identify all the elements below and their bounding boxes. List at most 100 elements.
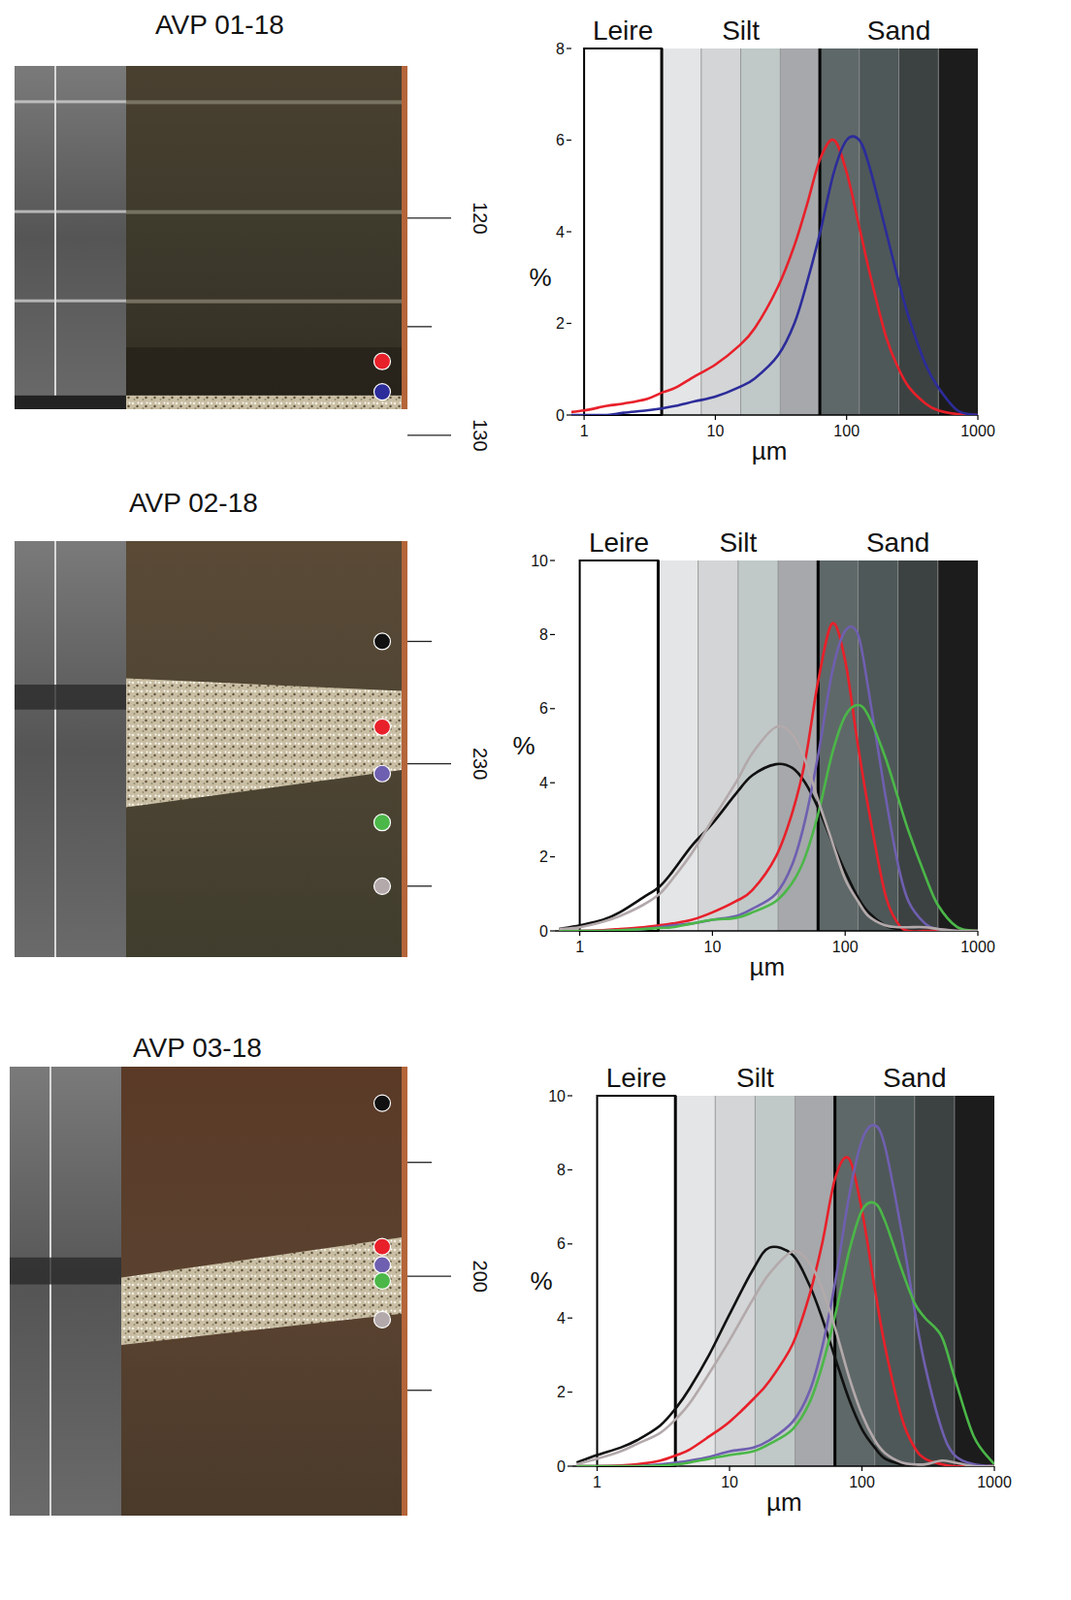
size-class-boundary <box>817 560 819 932</box>
distribution-curve <box>558 726 978 932</box>
size-class-label: Leire <box>592 15 653 46</box>
core-image <box>14 541 408 958</box>
size-class-band <box>584 48 662 416</box>
panel-title: AVP 03-18 <box>132 1033 262 1064</box>
x-tick <box>579 931 581 937</box>
depth-label: 230 <box>469 747 491 780</box>
y-tick-label: 6 <box>555 131 565 149</box>
distribution-curve <box>571 139 978 416</box>
size-class-band <box>898 560 939 932</box>
y-tick-label: 8 <box>555 40 565 58</box>
size-class-band <box>597 1096 677 1467</box>
sample-dot <box>374 1272 391 1290</box>
x-tick-label: 10 <box>703 939 721 956</box>
y-tick <box>550 634 555 636</box>
size-class-boundary <box>913 1096 915 1467</box>
xray-base <box>14 395 127 410</box>
size-group-boundary <box>656 560 660 932</box>
size-class-band <box>714 1096 755 1467</box>
y-tick <box>566 414 572 416</box>
xray-lamina <box>14 99 127 103</box>
depth-tick <box>407 434 452 436</box>
figure: AVP 01-18120130LeireSiltSand024681101001… <box>0 0 1071 1600</box>
y-tick-label: 2 <box>539 848 549 866</box>
x-tick-label: 1 <box>592 1474 602 1492</box>
sample-dot <box>374 814 391 832</box>
y-tick <box>566 323 572 325</box>
core-edge <box>401 541 408 958</box>
y-tick <box>550 856 555 858</box>
y-tick <box>550 559 555 561</box>
size-class-boundary <box>740 48 742 416</box>
size-class-band <box>661 48 702 416</box>
xray-dense-band <box>14 684 127 711</box>
curves <box>576 1125 995 1467</box>
x-tick-label: 10 <box>707 422 725 440</box>
core-lamina <box>126 210 402 215</box>
x-tick-label: 10 <box>720 1474 739 1492</box>
core-lamina <box>126 299 402 304</box>
core-dark-zone <box>126 347 402 396</box>
x-tick <box>845 415 847 421</box>
size-class-label: Leire <box>606 1063 667 1094</box>
core-sand-layer <box>121 1237 402 1346</box>
sample-dot <box>374 353 391 370</box>
sample-dot <box>374 633 391 650</box>
size-class-boundary <box>897 560 899 932</box>
y-axis-title: % <box>512 731 535 761</box>
size-class-band <box>657 560 698 932</box>
distribution-curve <box>558 623 978 932</box>
size-class-band <box>698 560 739 932</box>
sample-dot <box>374 718 391 736</box>
y-tick-label: 10 <box>530 552 549 570</box>
size-class-boundary <box>938 48 940 416</box>
size-class-band <box>938 560 978 932</box>
distribution-curve <box>558 705 978 932</box>
y-tick-label: 0 <box>556 1459 566 1476</box>
y-tick <box>550 708 555 710</box>
size-class-boundary <box>697 560 699 932</box>
core-photo <box>126 541 408 958</box>
panel: AVP 01-18120130LeireSiltSand024681101001… <box>14 9 996 466</box>
x-tick-label: 1000 <box>976 1474 1012 1492</box>
y-tick-label: 4 <box>556 1310 566 1328</box>
y-tick-label: 4 <box>539 775 549 792</box>
y-tick-label: 6 <box>539 700 549 717</box>
depth-tick <box>407 1162 432 1164</box>
y-axis-title: % <box>528 262 552 293</box>
size-class-label: Leire <box>588 527 650 558</box>
y-tick-label: 6 <box>556 1235 566 1253</box>
y-tick <box>567 1465 573 1467</box>
size-class-boundary <box>737 560 739 932</box>
xray-lamina <box>14 299 127 303</box>
x-tick <box>861 1466 863 1472</box>
y-tick <box>567 1095 573 1097</box>
panel: AVP 03-18200LeireSiltSand024681011010010… <box>9 1033 1012 1518</box>
size-class-boundary <box>778 560 779 932</box>
y-tick-label: 2 <box>555 315 565 332</box>
x-tick-label: 100 <box>832 939 859 956</box>
x-tick-label: 1 <box>575 939 585 956</box>
size-class-label: Sand <box>882 1063 946 1094</box>
xray-strip <box>14 541 127 958</box>
y-tick <box>566 47 572 49</box>
size-class-band <box>817 560 858 932</box>
curves <box>571 136 978 416</box>
size-classes <box>597 1096 995 1467</box>
size-class-band <box>835 1096 876 1467</box>
distribution-curve <box>576 1157 995 1467</box>
size-class-boundary <box>700 48 702 416</box>
sample-dot <box>374 877 391 895</box>
size-class-band <box>899 48 940 416</box>
size-class-boundary <box>714 1096 716 1467</box>
x-tick <box>976 931 978 937</box>
y-tick <box>550 782 555 784</box>
y-tick <box>550 930 555 932</box>
y-tick-label: 0 <box>539 923 549 941</box>
core-image <box>9 1067 408 1517</box>
x-tick <box>584 415 585 421</box>
size-class-boundary <box>779 48 781 416</box>
x-tick-label: 100 <box>833 422 860 440</box>
depth-label: 130 <box>469 419 491 452</box>
size-class-label: Sand <box>866 527 930 558</box>
